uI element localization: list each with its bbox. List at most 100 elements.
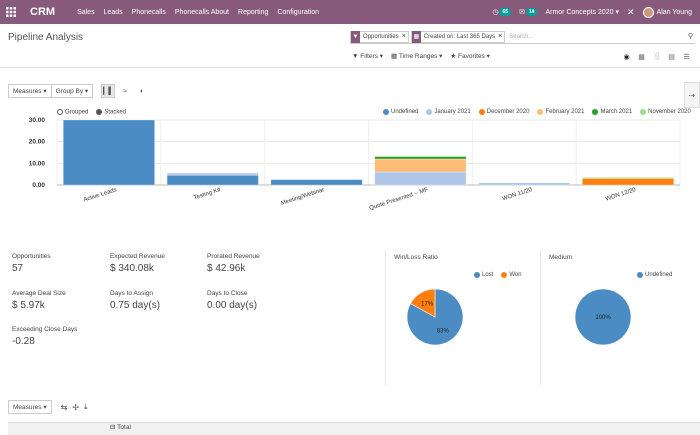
pie-chart-icon[interactable]: ◐ <box>140 87 145 95</box>
dashboard-view-icon[interactable]: ◉ <box>623 53 630 61</box>
stacked-label: Stacked <box>104 109 127 116</box>
bar-quote-presented-mf-march-2021[interactable] <box>374 156 467 160</box>
bar-chart-icon[interactable]: ▎▌ <box>101 84 116 98</box>
kpi-prorated-revenue[interactable]: Prorated Revenue $ 42.96k <box>207 253 260 274</box>
kpi-average-deal-size[interactable]: Average Deal Size $ 5.97k <box>12 290 66 311</box>
messaging-menu[interactable]: ✉ 14 <box>519 8 538 16</box>
kpi-value: -0.28 <box>12 336 35 347</box>
star-icon: ★ <box>450 53 457 60</box>
bar-won-12-20-november-2020[interactable] <box>582 177 674 179</box>
pie-slice-undefined[interactable] <box>574 288 632 346</box>
pie-slice-label: 100% <box>595 315 611 321</box>
bar-testing-kit-january-2021[interactable] <box>166 172 259 176</box>
measures-button[interactable]: Measures ▾ <box>8 84 52 98</box>
legend-january-2021[interactable]: January 2021 <box>426 109 471 115</box>
bar-testing-kit-undefined[interactable] <box>166 175 259 186</box>
x-tick-label: Active Leads <box>83 187 118 203</box>
bar-won-11-20-january-2021[interactable] <box>478 182 571 186</box>
chat-icon: ✉ <box>519 9 525 16</box>
download-icon[interactable]: ⤓ <box>84 402 88 411</box>
calendar-icon: ▦ <box>411 30 421 43</box>
legend-won[interactable]: Won <box>501 272 522 278</box>
filters-dropdown[interactable]: ▼ Filters ▾ <box>352 53 384 60</box>
legend-label: Undefined <box>391 109 419 115</box>
legend-swatch <box>637 272 643 278</box>
clock-icon: ◷ <box>492 9 499 16</box>
main-menu: Sales Leads Phonecalls Phonecalls About … <box>77 9 319 16</box>
remove-facet-icon[interactable]: × <box>498 33 503 40</box>
kpi-days-to-assign[interactable]: Days to Assign 0.75 day(s) <box>110 290 160 311</box>
search-input[interactable]: Search... <box>509 33 534 40</box>
bar-active-leads-undefined[interactable] <box>63 119 155 186</box>
message-count-badge: 14 <box>525 8 538 16</box>
favorites-dropdown[interactable]: ★ Favorites ▾ <box>450 53 490 60</box>
legend-swatch <box>501 272 508 278</box>
legend-december-2020[interactable]: December 2020 <box>478 109 529 115</box>
cohort-view-icon[interactable]: ▤ <box>668 53 675 61</box>
pivot-measures-button[interactable]: Measures ▾ <box>8 400 52 414</box>
pivot-toolbar: Measures ▾ ⇆ ✢ ⤓ <box>8 400 88 414</box>
x-tick-label: WON 12/20 <box>605 187 637 203</box>
legend-november-2020[interactable]: November 2020 <box>640 109 691 115</box>
legend-swatch <box>592 109 599 115</box>
favorites-label: Favorites <box>458 53 485 60</box>
activity-menu[interactable]: ◷ 65 <box>492 8 512 16</box>
menu-configuration[interactable]: Configuration <box>277 8 320 16</box>
kpi-days-to-close[interactable]: Days to Close 0.00 day(s) <box>207 290 257 311</box>
stacked-option[interactable]: Stacked <box>96 109 126 116</box>
graph-view-icon[interactable]: ░ <box>654 53 659 60</box>
time-ranges-label: Time Ranges <box>398 53 438 60</box>
bar-quote-presented-mf-november-2020[interactable] <box>374 155 467 157</box>
user-menu[interactable]: Alan Young <box>642 6 692 18</box>
legend-label: November 2020 <box>648 109 691 115</box>
bar-meeting-webinar-undefined[interactable] <box>270 179 363 186</box>
time-ranges-dropdown[interactable]: ▦ Time Ranges ▾ <box>391 53 443 60</box>
menu-sales[interactable]: Sales <box>77 8 95 16</box>
win-loss-pie: 83% 17% <box>406 288 464 346</box>
search-bar[interactable]: ▼ Opportunities × ▦ Created on: Last 365… <box>350 30 695 44</box>
page-title: Pipeline Analysis <box>8 32 84 43</box>
kpi-exceeding-close-days[interactable]: Exceeding Close Days -0.28 <box>12 326 77 347</box>
group-by-button[interactable]: Group By ▾ <box>51 84 94 98</box>
kpi-label: Average Deal Size <box>12 290 66 297</box>
bar-quote-presented-mf-february-2021[interactable] <box>374 158 467 173</box>
bar-quote-presented-mf-january-2021[interactable] <box>374 171 467 186</box>
legend-undefined[interactable]: Undefined <box>383 109 418 115</box>
kpi-opportunities[interactable]: Opportunities 57 <box>12 253 51 274</box>
chevron-down-icon: ▾ <box>615 9 620 16</box>
kpi-value: 0.00 day(s) <box>207 300 258 311</box>
line-chart-icon[interactable]: ≈ <box>123 87 128 95</box>
pie-slice-won[interactable] <box>410 288 436 318</box>
apps-menu-icon[interactable] <box>0 0 22 24</box>
bar-won-12-20-december-2020[interactable] <box>582 178 674 186</box>
kpi-expected-revenue[interactable]: Expected Revenue $ 340.08k <box>110 253 165 274</box>
legend-march-2021[interactable]: March 2021 <box>592 109 632 115</box>
close-icon[interactable]: ✕ <box>627 6 635 17</box>
search-icon[interactable]: ⚲ <box>687 33 693 40</box>
flip-axis-icon[interactable]: ⇆ <box>60 402 68 412</box>
menu-phonecalls-about[interactable]: Phonecalls About <box>174 8 230 16</box>
expand-all-icon[interactable]: ✢ <box>72 402 80 412</box>
legend-february-2021[interactable]: February 2021 <box>537 109 584 115</box>
grouped-label: Grouped <box>65 109 89 116</box>
kpi-value: 57 <box>12 263 24 274</box>
legend-lost[interactable]: Lost <box>474 272 493 278</box>
remove-facet-icon[interactable]: × <box>401 33 406 40</box>
pie-slice-label: 17% <box>421 302 434 308</box>
menu-reporting[interactable]: Reporting <box>238 8 269 16</box>
list-view-icon[interactable]: ☰ <box>683 53 690 61</box>
menu-phonecalls[interactable]: Phonecalls <box>131 8 166 16</box>
facet-created-on: ▦ Created on: Last 365 Days × <box>410 30 506 43</box>
chart-legend: Undefined January 2021 December 2020 Februa… <box>383 109 691 115</box>
sidebar-toggle-icon[interactable]: ⇢ <box>684 82 700 108</box>
pivot-total-header[interactable]: ⊟ Total <box>110 423 131 431</box>
legend-swatch <box>537 109 544 115</box>
avatar <box>642 6 654 18</box>
grouped-option[interactable]: Grouped <box>57 109 88 116</box>
app-brand[interactable]: CRM <box>30 6 56 18</box>
legend-undefined[interactable]: Undefined <box>637 272 672 278</box>
pivot-view-icon[interactable]: ▦ <box>638 53 645 61</box>
control-panel: Pipeline Analysis ▼ Opportunities × ▦ Cr… <box>0 24 700 68</box>
menu-leads[interactable]: Leads <box>103 8 123 16</box>
company-switcher[interactable]: Armor Concepts 2020 ▾ <box>545 8 619 16</box>
